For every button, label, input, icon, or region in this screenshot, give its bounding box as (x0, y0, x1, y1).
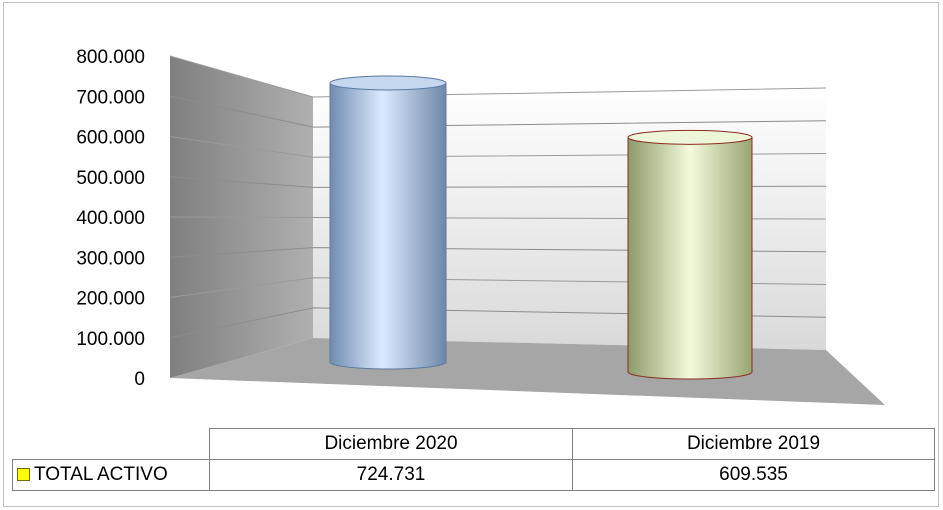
bar-body (329, 82, 447, 370)
y-tick-label: 200.000 (76, 289, 145, 310)
bar-body (627, 136, 753, 380)
data-table-row-total-activo: TOTAL ACTIVO 724.731 609.535 (12, 459, 935, 491)
y-tick-label: 0 (134, 369, 145, 390)
data-table-header-row: Diciembre 2020 Diciembre 2019 (12, 428, 935, 460)
bar-top (329, 75, 447, 91)
data-label-2020: 724.731 (209, 459, 573, 491)
legend-label: TOTAL ACTIVO (34, 464, 168, 485)
y-tick-label: 300.000 (76, 248, 145, 269)
legend-entry: TOTAL ACTIVO (12, 459, 210, 491)
legend-swatch-icon (17, 468, 30, 481)
y-tick-label: 600.000 (76, 128, 145, 149)
data-table-header-2019: Diciembre 2019 (572, 428, 935, 460)
gridline (169, 55, 827, 98)
data-label-2019: 609.535 (572, 459, 935, 491)
bar-diciembre-2019 (627, 129, 753, 380)
y-tick-label: 500.000 (76, 168, 145, 189)
bars (329, 75, 753, 380)
y-tick-label: 100.000 (76, 329, 145, 350)
y-tick-label: 400.000 (76, 208, 145, 229)
data-table-corner (12, 428, 210, 460)
data-table-header-2020: Diciembre 2020 (209, 428, 573, 460)
bar-top (627, 129, 753, 145)
gridline (169, 95, 827, 128)
y-tick-label: 700.000 (76, 87, 145, 108)
data-table: Diciembre 2020 Diciembre 2019 TOTAL ACTI… (12, 428, 935, 491)
bar-diciembre-2020 (329, 75, 447, 370)
y-tick-label: 800.000 (76, 47, 145, 68)
y-axis-ticks: 800.000 700.000 600.000 500.000 400.000 300.0… (76, 47, 145, 390)
